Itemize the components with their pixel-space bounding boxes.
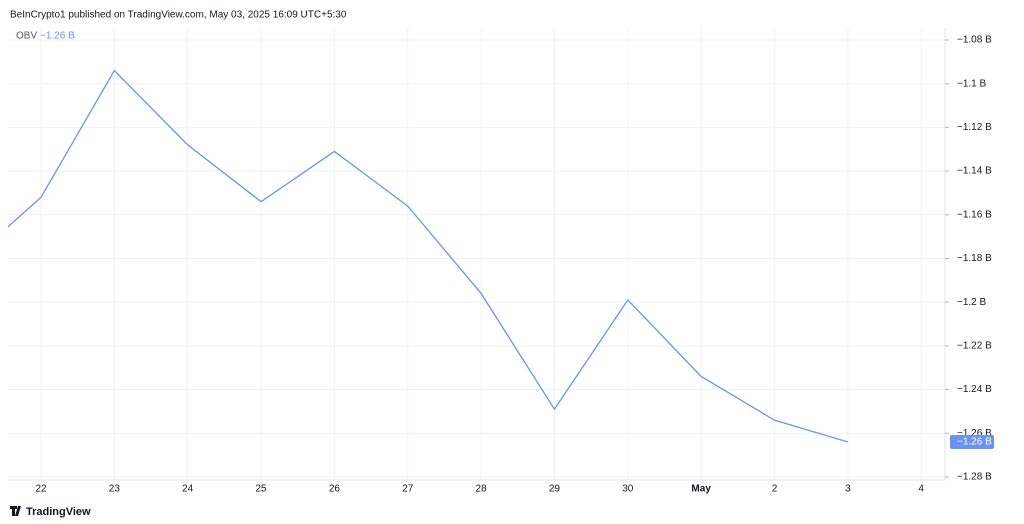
y-tick-label: −1.2 B <box>957 297 987 308</box>
y-tick-label: −1.18 B <box>957 253 992 264</box>
x-tick-label: 27 <box>402 484 414 495</box>
y-tick-label: −1.08 B <box>957 35 992 46</box>
axes: −1.08 B −1.1 B −1.12 B −1.14 B −1.16 B −1.18 … <box>35 35 994 495</box>
y-tick-label: −1.26 B <box>957 428 992 439</box>
legend-name: OBV <box>16 31 37 42</box>
x-tick-label: 30 <box>622 484 634 495</box>
series-line <box>8 69 849 443</box>
logo-icon <box>10 506 21 516</box>
x-tick-label: 2 <box>772 484 778 495</box>
x-tick-label: 23 <box>109 484 121 495</box>
x-tick-label: 28 <box>476 484 488 495</box>
last-value-label: −1.26 B <box>957 437 992 448</box>
y-tick-label: −1.22 B <box>957 341 992 352</box>
y-tick-label: −1.28 B <box>957 472 992 483</box>
x-tick-label: 4 <box>918 484 924 495</box>
x-tick-label: 3 <box>845 484 851 495</box>
plot <box>8 69 849 443</box>
grid <box>8 28 945 480</box>
y-tick-label: −1.14 B <box>957 166 992 177</box>
y-tick-label: −1.16 B <box>957 209 992 220</box>
x-tick-label: 22 <box>35 484 47 495</box>
y-tick-label: −1.24 B <box>957 384 992 395</box>
last-value-tag <box>950 434 994 449</box>
legend-value: −1.26 B <box>40 31 75 42</box>
x-tick-label: 24 <box>182 484 194 495</box>
x-tick-label: 25 <box>255 484 267 495</box>
x-tick-label: May <box>691 484 711 495</box>
footer: TradingView <box>26 506 91 518</box>
x-tick-label: 29 <box>549 484 561 495</box>
x-tick-label: 26 <box>329 484 341 495</box>
y-tick-label: −1.12 B <box>957 122 992 133</box>
caption: BeInCrypto1 published on TradingView.com… <box>10 10 347 21</box>
footer-logo: TradingView <box>10 506 91 518</box>
y-tick-label: −1.1 B <box>957 78 987 89</box>
